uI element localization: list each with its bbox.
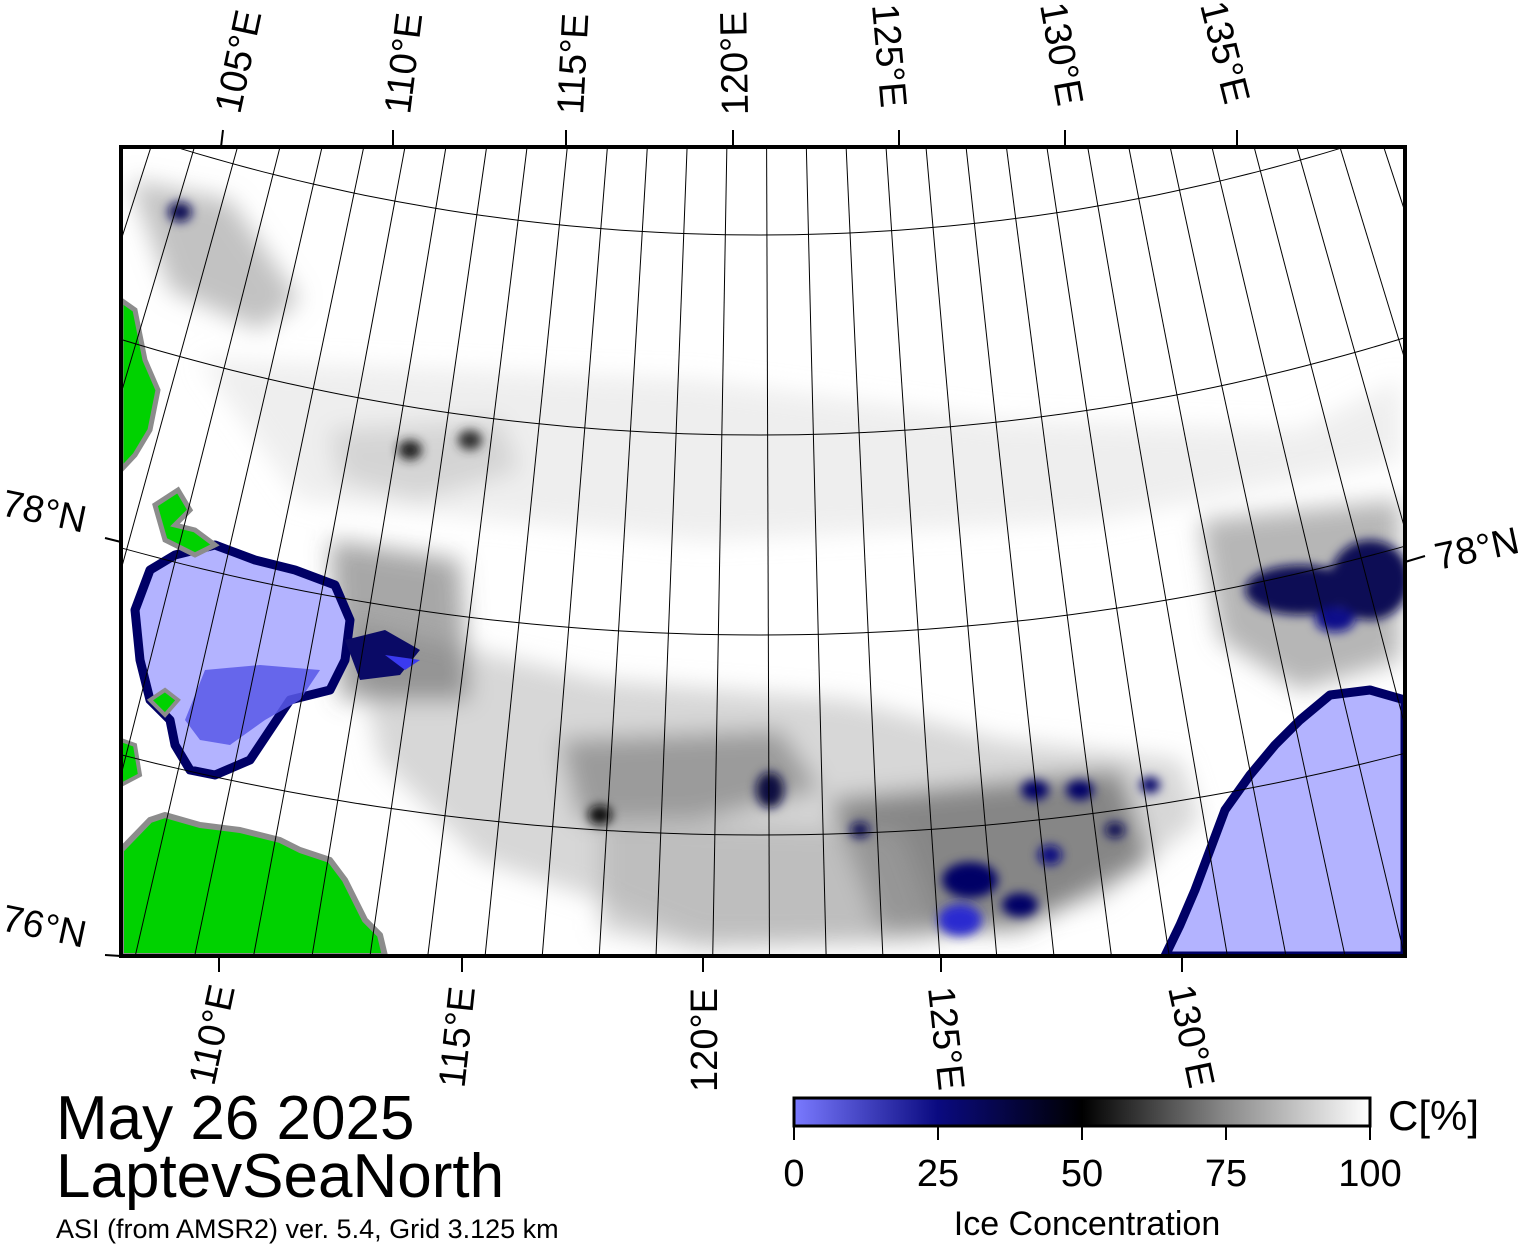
meridian-line	[1253, 147, 1405, 729]
meridian-line	[121, 147, 281, 778]
top-lon-label: 125°E	[863, 2, 914, 109]
meridian-line	[1005, 147, 1112, 956]
axis-ticks	[104, 129, 1426, 972]
meridian-line	[541, 147, 608, 956]
meridian-line	[369, 147, 488, 956]
meridian-line	[1046, 147, 1170, 956]
parallel-line	[173, 147, 1347, 236]
meridian-line	[965, 147, 1055, 956]
top-lon-label: 115°E	[550, 12, 597, 115]
colorbar-tick-label: 25	[917, 1153, 959, 1195]
map-frame	[119, 145, 1407, 958]
colorbar-tick-labels: 0 25 50 75 100	[783, 1153, 1401, 1195]
colorbar-tick-label: 50	[1061, 1153, 1103, 1195]
meridian-line	[1211, 147, 1405, 956]
meridian-line	[427, 147, 528, 956]
meridian-line	[598, 147, 648, 956]
map-region-title: LaptevSeaNorth	[56, 1142, 505, 1211]
meridian-line	[712, 147, 728, 956]
bottom-lon-label: 120°E	[684, 988, 726, 1092]
low-concentration-patches	[168, 202, 1405, 936]
meridian-line	[655, 147, 688, 956]
colorbar-title: Ice Concentration	[954, 1205, 1221, 1243]
colorbar-unit: C[%]	[1388, 1092, 1479, 1139]
meridian-line	[845, 147, 884, 956]
lat-label-left: 76°N	[0, 898, 90, 957]
meridian-line	[1128, 147, 1287, 956]
top-lon-label: 105°E	[208, 6, 271, 116]
meridian-line	[134, 147, 323, 956]
colorbar-ticks	[793, 1126, 1371, 1140]
meridian-line	[1296, 147, 1405, 532]
meridian-line	[194, 147, 365, 956]
lat-label-right: 78°N	[1431, 520, 1523, 579]
meridian-line	[885, 147, 941, 956]
colorbar-tick-label: 0	[783, 1153, 804, 1195]
meridian-line	[121, 147, 239, 572]
bottom-lon-label: 125°E	[919, 985, 972, 1093]
colorbar-tick-label: 75	[1205, 1153, 1247, 1195]
bottom-lon-label: 110°E	[182, 981, 244, 1089]
meridian-line	[805, 147, 827, 956]
meridian-line	[1087, 147, 1228, 956]
top-lon-label: 130°E	[1031, 0, 1090, 109]
graticule	[121, 147, 1405, 956]
bottom-lon-label: 115°E	[432, 985, 484, 1090]
open-water-left	[130, 540, 420, 780]
top-lon-label: 120°E	[713, 11, 757, 116]
parallel-line	[121, 752, 1405, 836]
meridian-line	[484, 147, 568, 956]
colorbar-tick-label: 100	[1338, 1153, 1401, 1195]
lat-label-left: 78°N	[0, 483, 90, 542]
parallel-line	[121, 545, 1405, 636]
top-lon-label: 135°E	[1191, 0, 1257, 108]
colorbar: 0 25 50 75 100 C[%] Ice Concentration	[783, 1092, 1479, 1243]
parallel-line	[121, 337, 1405, 436]
meridian-line	[311, 147, 447, 956]
bottom-longitude-labels: 110°E 115°E 120°E 125°E 130°E	[182, 981, 1222, 1092]
bottom-lon-label: 130°E	[1159, 981, 1222, 1091]
map-source-line: ASI (from AMSR2) ver. 5.4, Grid 3.125 km	[56, 1214, 559, 1244]
colorbar-gradient	[792, 1096, 1372, 1128]
top-longitude-labels: 105°E 110°E 115°E 120°E 125°E 130°E 135°…	[208, 0, 1257, 117]
meridian-line	[925, 147, 998, 956]
meridian-line	[766, 147, 770, 956]
meridian-line	[253, 147, 406, 956]
map-area	[121, 147, 1405, 956]
map-date-title: May 26 2025	[56, 1084, 415, 1153]
open-water-right	[1160, 685, 1405, 956]
top-lon-label: 110°E	[377, 11, 431, 116]
meridian-line	[1169, 147, 1346, 956]
